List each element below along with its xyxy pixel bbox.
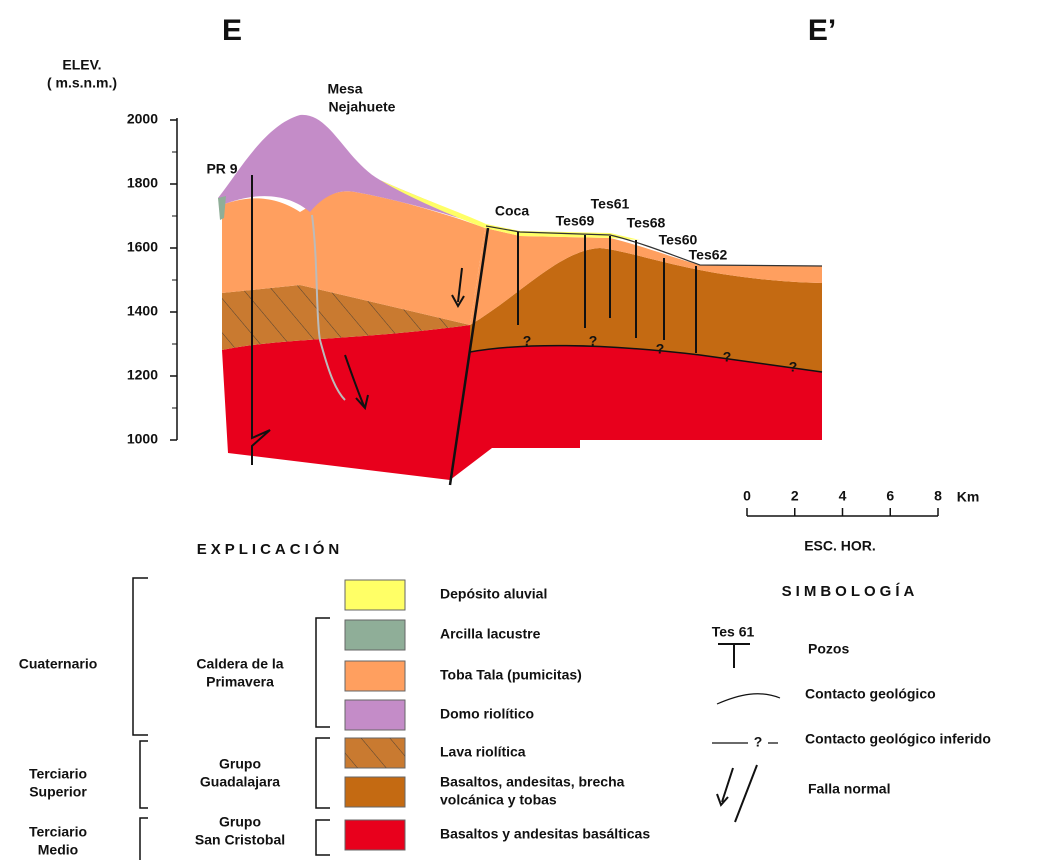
scale-tick-label: 2 — [791, 488, 799, 504]
section-left-label: E — [222, 14, 242, 47]
legend-swatch — [345, 580, 405, 610]
group-label: Grupo — [219, 814, 261, 830]
legend-swatch — [345, 820, 405, 850]
inferred-mark: ? — [789, 359, 798, 375]
legend-swatch — [345, 700, 405, 730]
well-label: Tes62 — [689, 247, 728, 263]
scale-bar: 0 2 4 6 8 — [743, 488, 942, 516]
inferred-mark: ? — [589, 333, 598, 349]
elev-tick-label: 1000 — [127, 431, 158, 447]
elev-ticks: 1000 1200 1400 1600 1800 2000 — [127, 111, 177, 447]
elev-tick-label: 1800 — [127, 175, 158, 191]
geologic-section: 1000 1200 1400 1600 1800 2000 E E’ ELEV. ( m.… — [0, 0, 1050, 860]
layers — [218, 115, 822, 485]
legend-hatch — [345, 738, 405, 768]
inferred-mark: ? — [656, 341, 665, 357]
legend: Depósito aluvial Arcilla lacustre Toba Tal… — [19, 580, 651, 858]
elev-tick-label: 1200 — [127, 367, 158, 383]
period-label: Cuaternario — [19, 656, 98, 672]
symbol-label: Contacto geológico inferido — [805, 731, 991, 747]
legend-swatch — [345, 661, 405, 691]
symbol-label: Pozos — [808, 641, 849, 657]
period-label: Terciario — [29, 824, 87, 840]
well-label: Tes69 — [556, 213, 595, 229]
elev-tick-label: 1400 — [127, 303, 158, 319]
period-label: Terciario — [29, 766, 87, 782]
elev-tick-label: 2000 — [127, 111, 158, 127]
inferred-mark: ? — [723, 349, 732, 365]
legend-label: Arcilla lacustre — [440, 626, 541, 642]
symbol-label: Contacto geológico — [805, 686, 936, 702]
scale-caption: ESC. HOR. — [804, 538, 876, 554]
well-label: Coca — [495, 203, 529, 219]
scale-unit: Km — [957, 489, 980, 505]
group-label: Grupo — [219, 756, 261, 772]
legend-label: Lava riolítica — [440, 744, 526, 760]
legend-label: Basaltos y andesitas basálticas — [440, 826, 650, 842]
well-label: Tes60 — [659, 232, 698, 248]
fault-symbol — [717, 765, 757, 822]
legend-swatch — [345, 620, 405, 650]
section-right-label: E’ — [808, 14, 836, 47]
group-label: Guadalajara — [200, 774, 280, 790]
legend-label: Toba Tala (pumicitas) — [440, 667, 582, 683]
symbol-label: Falla normal — [808, 781, 890, 797]
period-label: Medio — [38, 842, 78, 858]
well-label: Tes68 — [627, 215, 666, 231]
symbol-well-example: Tes 61 — [712, 624, 755, 640]
legend-label: volcánica y tobas — [440, 792, 557, 808]
symbols-title: SIMBOLOGÍA — [782, 583, 919, 600]
elev-tick-label: 1600 — [127, 239, 158, 255]
well-label: Tes61 — [591, 196, 630, 212]
peak-label: Mesa — [327, 81, 362, 97]
group-label: San Cristobal — [195, 832, 285, 848]
axis-title: ELEV. — [62, 57, 101, 73]
period-label: Superior — [29, 784, 87, 800]
group-label: Primavera — [206, 674, 274, 690]
scale-tick-label: 8 — [934, 488, 942, 504]
scale-tick-label: 6 — [886, 488, 894, 504]
inferred-mark: ? — [523, 333, 532, 349]
axis-title: ( m.s.n.m.) — [47, 75, 117, 91]
inferred-mark: ? — [754, 734, 763, 750]
contact-symbol — [717, 694, 780, 704]
well-symbol — [718, 644, 750, 668]
well-label: PR 9 — [206, 161, 237, 177]
legend-label: Basaltos, andesitas, brecha — [440, 774, 625, 790]
legend-title: EXPLICACIÓN — [197, 540, 344, 558]
group-label: Caldera de la — [196, 656, 283, 672]
peak-label: Nejahuete — [329, 99, 396, 115]
scale-tick-label: 4 — [839, 488, 847, 504]
legend-label: Domo riolítico — [440, 706, 534, 722]
scale-tick-label: 0 — [743, 488, 751, 504]
legend-label: Depósito aluvial — [440, 586, 547, 602]
legend-swatch — [345, 777, 405, 807]
